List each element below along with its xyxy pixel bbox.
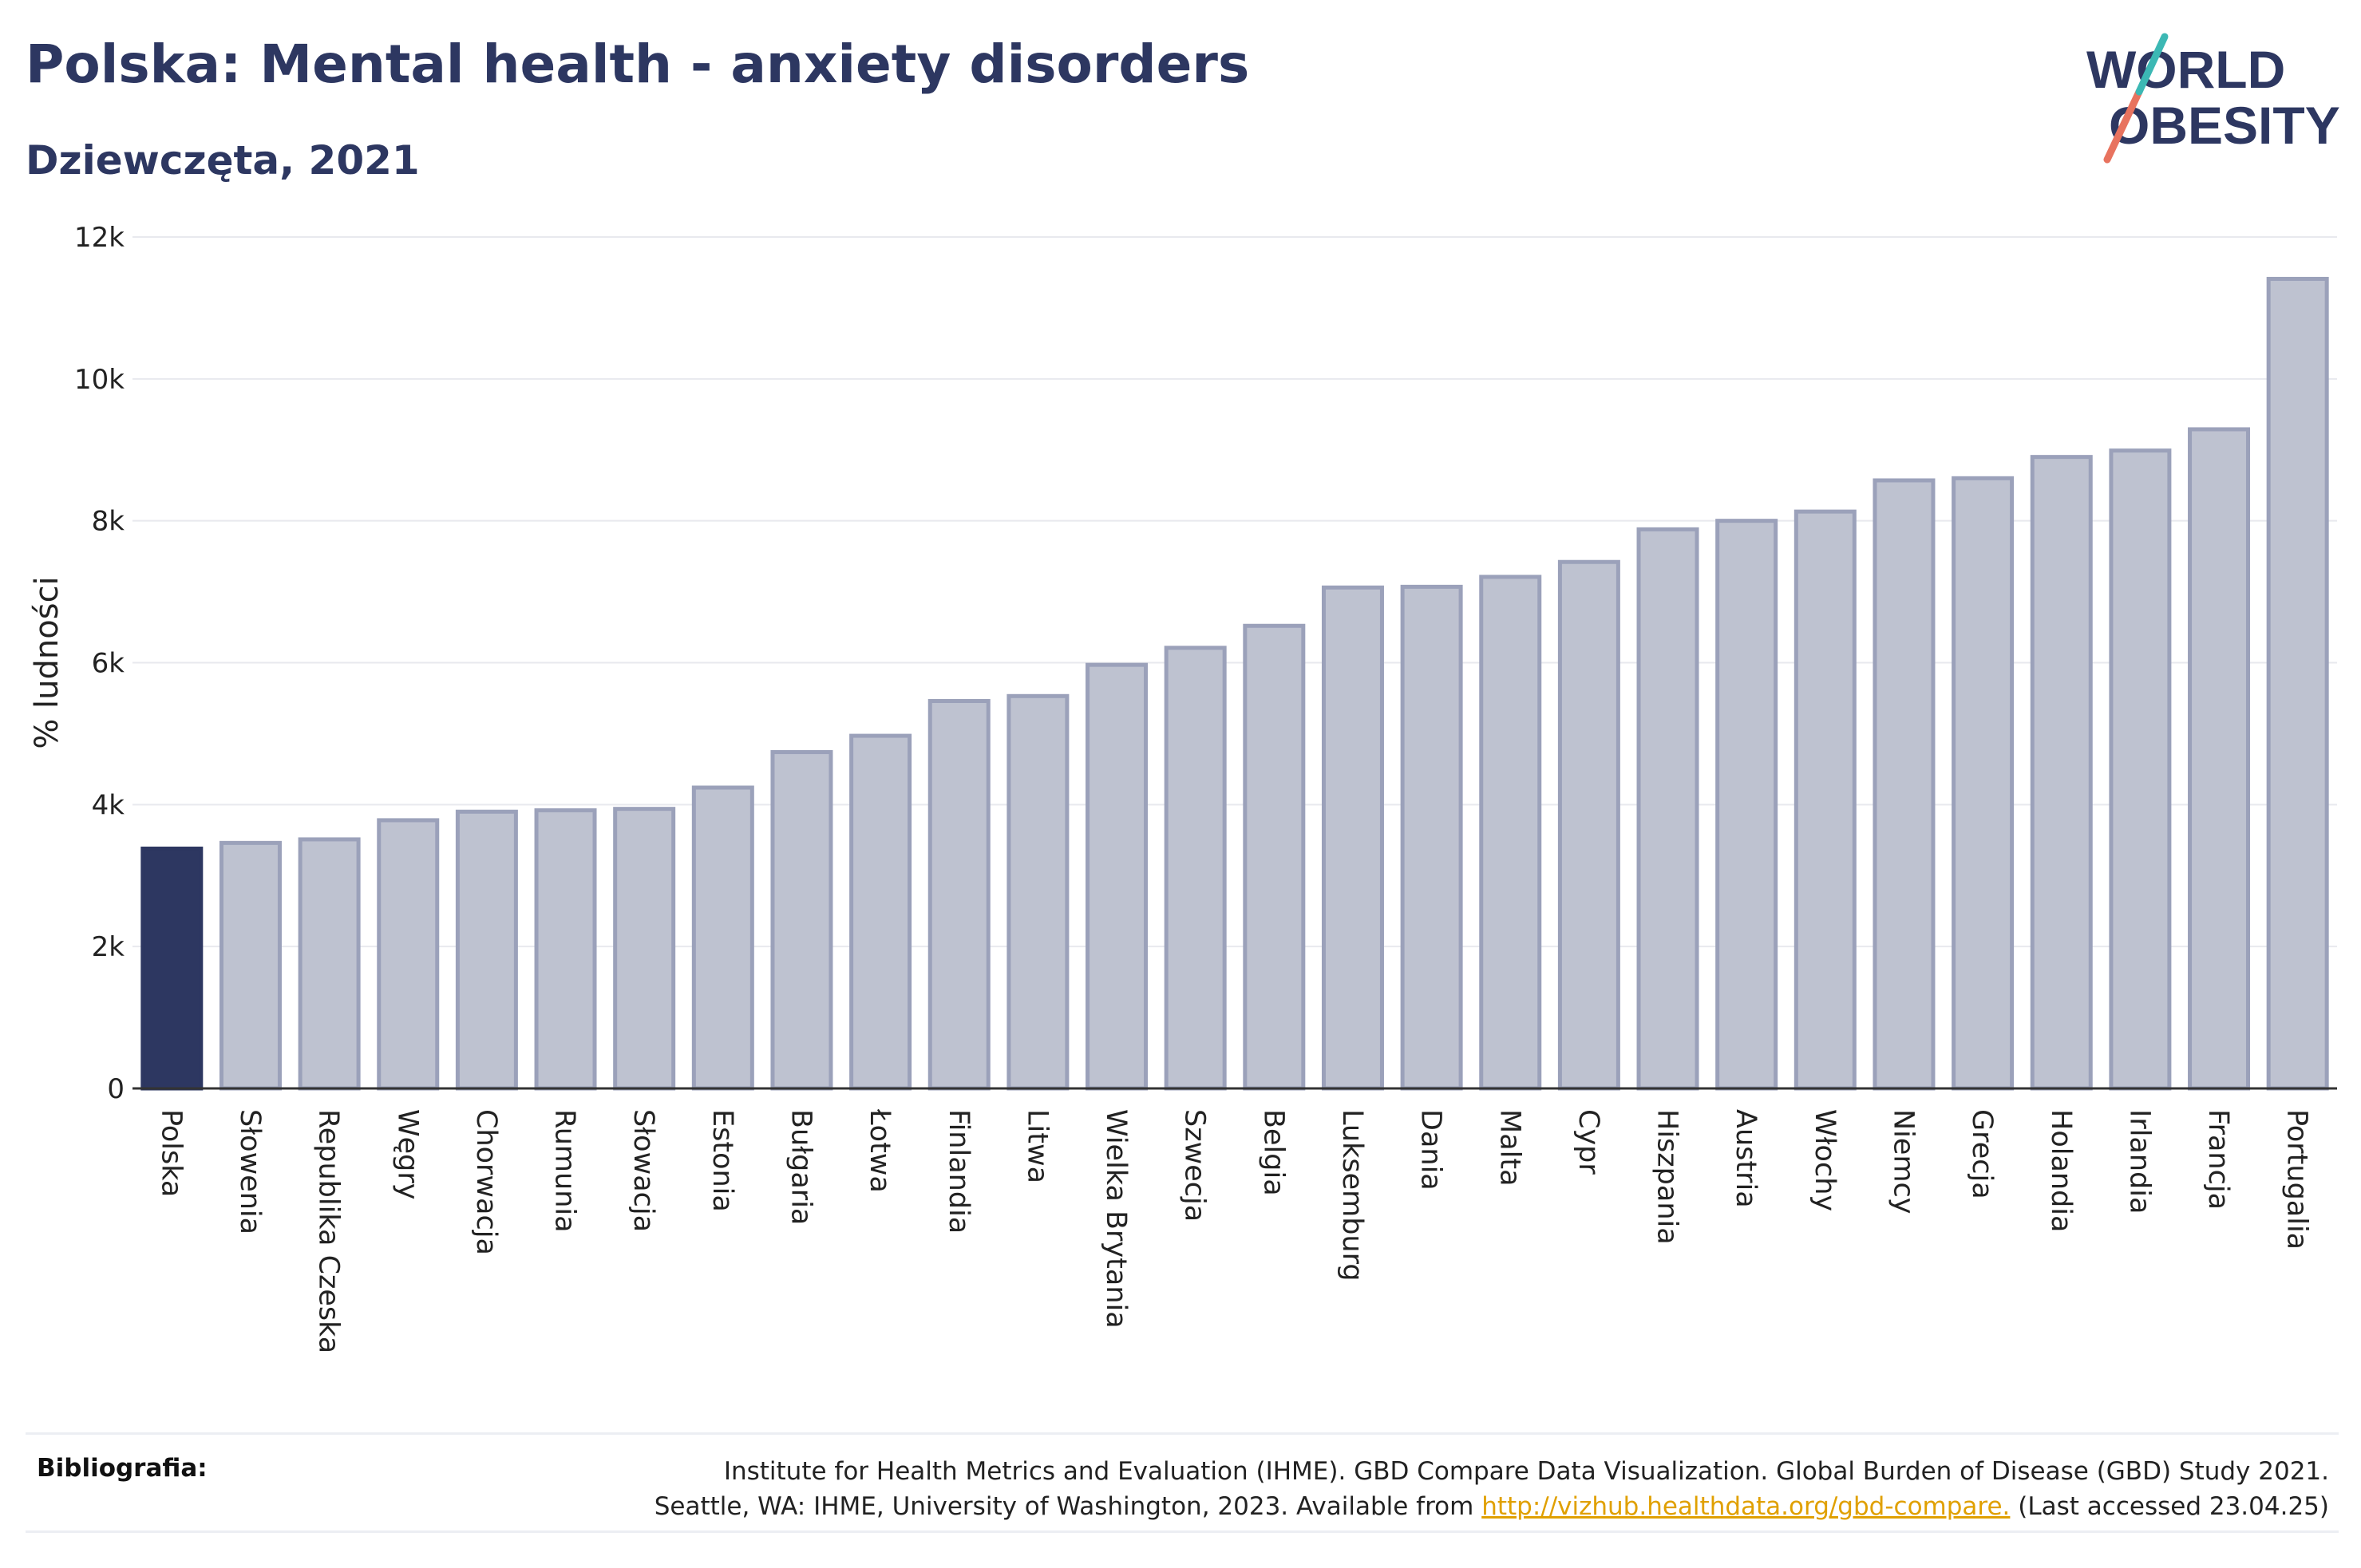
y-tick-label: 4k — [92, 789, 125, 821]
world-obesity-logo: WORLD OBESITY — [2086, 33, 2340, 164]
bar — [1636, 527, 1699, 1091]
x-tick-label: Łotwa — [864, 1108, 896, 1193]
x-tick-label: Słowacja — [627, 1109, 659, 1232]
bar — [219, 840, 282, 1091]
y-tick-label: 10k — [74, 364, 125, 396]
bibliography-line-1: Institute for Health Metrics and Evaluat… — [723, 1457, 2329, 1486]
logo-slash-coral — [2103, 88, 2143, 164]
bar — [849, 733, 912, 1091]
y-tick-label: 0 — [107, 1073, 125, 1105]
bar — [298, 837, 361, 1091]
bar — [613, 807, 676, 1091]
x-tick-label: Belgia — [1257, 1109, 1289, 1196]
x-tick-label: Austria — [1730, 1109, 1762, 1208]
x-tick-label: Szwecja — [1179, 1109, 1211, 1222]
logo-line-1: WORLD — [2086, 40, 2285, 99]
bibliography-footer: Bibliografia: Institute for Health Metri… — [26, 1432, 2339, 1533]
bar — [770, 750, 833, 1091]
bar — [1715, 519, 1778, 1091]
x-tick-label: Holandia — [2045, 1109, 2077, 1232]
x-tick-label: Wielka Brytania — [1100, 1109, 1132, 1329]
logo-line-2: OBESITY — [2109, 96, 2340, 155]
x-tick-label: Hiszpania — [1651, 1109, 1683, 1245]
x-tick-label: Malta — [1493, 1109, 1525, 1187]
y-tick-label: 8k — [92, 506, 125, 538]
x-tick-label: Chorwacja — [470, 1109, 502, 1255]
x-tick-label: Francja — [2202, 1109, 2234, 1210]
bar — [1479, 575, 1542, 1091]
bar — [1086, 662, 1149, 1091]
bar — [927, 699, 991, 1091]
x-tick-label: Grecja — [1966, 1109, 1998, 1199]
x-tick-label: Irlandia — [2123, 1109, 2155, 1214]
bar — [1400, 584, 1463, 1091]
bar — [1006, 693, 1070, 1091]
y-tick-label: 2k — [92, 931, 125, 963]
bar — [140, 846, 204, 1091]
bar — [2188, 427, 2251, 1091]
chart-subtitle: Dziewczęta, 2021 — [26, 137, 420, 184]
x-tick-label: Niemcy — [1887, 1109, 1919, 1215]
bar — [1164, 646, 1227, 1091]
bar — [377, 818, 440, 1091]
chart-title: Polska: Mental health - anxiety disorder… — [26, 34, 1250, 95]
bar-chart: 0 2k 4k 6k 8k 10k 12k % ludności Polska Słowenia R… — [29, 222, 2337, 1353]
x-tick-label: Portugalia — [2281, 1109, 2313, 1250]
x-tick-label: Republika Czeska — [313, 1109, 345, 1353]
bibliography-line-2-suffix: (Last accessed 23.04.25) — [2010, 1492, 2329, 1521]
bar — [455, 809, 518, 1091]
bar — [534, 808, 597, 1091]
x-tick-label: Rumunia — [549, 1109, 581, 1233]
bar — [1321, 585, 1384, 1091]
bibliography-text: Institute for Health Metrics and Evaluat… — [493, 1454, 2329, 1524]
y-tick-label: 12k — [74, 222, 125, 254]
x-tick-label: Słowenia — [234, 1109, 266, 1234]
x-tick-label: Litwa — [1021, 1109, 1053, 1183]
x-tick-label: Estonia — [706, 1109, 738, 1212]
y-tick-label: 6k — [92, 648, 125, 680]
x-tick-label: Finlandia — [943, 1109, 975, 1234]
bar — [2109, 448, 2172, 1091]
x-tick-label: Luksemburg — [1336, 1109, 1368, 1282]
x-tick-label: Włochy — [1809, 1109, 1841, 1211]
bibliography-label: Bibliografia: — [37, 1454, 208, 1483]
x-tick-label: Cypr — [1572, 1109, 1604, 1175]
bar — [1873, 478, 1936, 1091]
x-tick-label: Dania — [1415, 1109, 1447, 1191]
x-tick-label: Polska — [155, 1109, 187, 1197]
x-tick-label: Węgry — [391, 1109, 423, 1199]
logo-slash-teal — [2135, 33, 2169, 96]
bar — [1793, 509, 1857, 1091]
bar — [1243, 623, 1306, 1091]
bibliography-line-2-text: Seattle, WA: IHME, University of Washing… — [654, 1492, 1482, 1521]
bar — [691, 785, 754, 1091]
bibliography-line-2: Seattle, WA: IHME, University of Washing… — [493, 1489, 2329, 1524]
bar — [2266, 276, 2329, 1091]
bar — [1557, 559, 1620, 1091]
y-axis-label: % ludności — [29, 576, 65, 748]
bar — [2030, 455, 2093, 1091]
bar — [1952, 476, 2015, 1091]
x-tick-label: Bułgaria — [785, 1109, 817, 1225]
source-link[interactable]: http://vizhub.healthdata.org/gbd-compare… — [1481, 1492, 2011, 1521]
